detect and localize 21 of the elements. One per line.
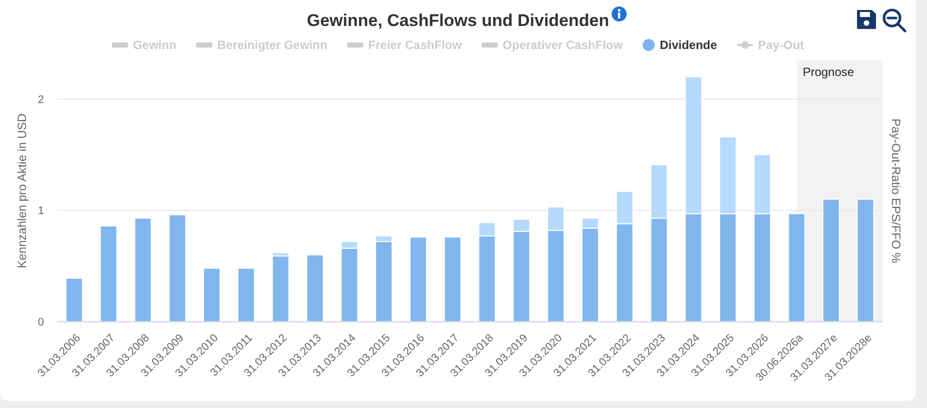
y2-axis-title: Pay-Out-Ratio EPS/FFO %	[888, 118, 903, 264]
bar	[444, 236, 462, 322]
y-tick-label: 0	[38, 316, 44, 329]
bar	[822, 198, 840, 322]
bar	[306, 254, 324, 322]
legend-label: Dividende	[660, 38, 718, 52]
chart-title: Gewinne, CashFlows und Dividenden	[306, 11, 610, 30]
bar	[788, 213, 806, 322]
bar	[856, 198, 874, 322]
bar	[65, 278, 83, 322]
bar	[272, 255, 290, 322]
y-tick-label: 2	[38, 94, 44, 106]
bar	[168, 214, 186, 322]
y-axis-title: Kennzahlen pro Aktie in USD	[15, 113, 30, 268]
bar	[203, 268, 221, 322]
y-tick-label: 1	[38, 205, 44, 218]
bar	[134, 218, 152, 322]
bar	[237, 268, 255, 322]
bar	[409, 236, 427, 322]
band-label: Prognose	[802, 65, 854, 79]
bar	[100, 225, 118, 322]
